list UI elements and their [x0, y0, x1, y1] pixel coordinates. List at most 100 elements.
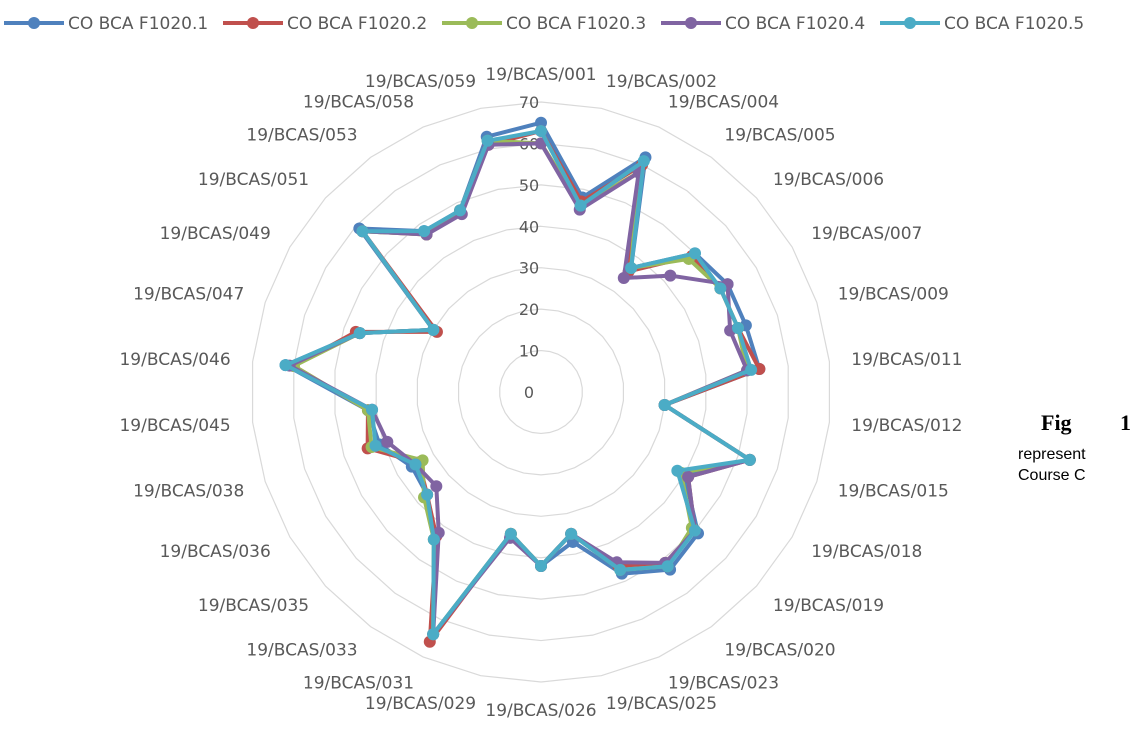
data-point: [658, 398, 671, 411]
data-point: [688, 524, 701, 537]
category-label: 19/BCAS/001: [485, 65, 596, 85]
data-point: [353, 327, 366, 340]
legend-entry: CO BCA F1020.3: [442, 14, 646, 34]
grid-ring-10: [499, 349, 583, 435]
legend: CO BCA F1020.1 CO BCA F1020.2 CO BCA F1020…: [4, 14, 1084, 34]
grid-ring-70: [251, 101, 831, 683]
category-label: 19/BCAS/047: [133, 285, 244, 305]
data-point: [421, 488, 434, 501]
data-point: [617, 272, 630, 285]
series-line: [291, 138, 752, 637]
series-line: [283, 120, 762, 637]
data-point: [369, 439, 382, 452]
category-label: 19/BCAS/051: [198, 170, 309, 190]
legend-swatch-marker: [685, 17, 697, 29]
legend-swatch-marker: [28, 17, 40, 29]
category-label: 19/BCAS/029: [365, 694, 476, 714]
data-point: [574, 199, 587, 212]
data-point: [427, 533, 440, 546]
figure-caption-prefix: Fig: [1041, 410, 1072, 435]
legend-swatch-marker: [904, 17, 916, 29]
series-3: [287, 134, 756, 641]
data-point: [614, 563, 627, 576]
data-point: [454, 204, 467, 217]
data-point: [427, 323, 440, 336]
category-label: 19/BCAS/059: [365, 72, 476, 92]
data-point: [625, 261, 638, 274]
grid-ring-40: [375, 225, 707, 559]
legend-label: CO BCA F1020.3: [506, 14, 646, 34]
data-point: [535, 125, 547, 137]
data-point: [481, 134, 494, 147]
data-point: [535, 116, 547, 129]
category-label: 19/BCAS/012: [851, 416, 962, 436]
data-point: [381, 435, 394, 448]
data-point: [637, 155, 650, 168]
legend-entry: CO BCA F1020.1: [4, 14, 208, 34]
data-point: [565, 527, 578, 540]
figure-caption-number: 1: [1120, 410, 1130, 435]
category-label: 19/BCAS/004: [668, 93, 779, 113]
category-label: 19/BCAS/058: [303, 93, 414, 113]
category-label: 19/BCAS/002: [606, 72, 717, 92]
legend-swatch-marker: [466, 17, 478, 29]
data-point: [279, 359, 292, 372]
data-point: [418, 225, 431, 238]
data-point: [366, 403, 379, 416]
data-point: [743, 453, 756, 466]
data-point: [664, 269, 677, 282]
data-point: [732, 321, 744, 334]
data-point: [535, 560, 547, 572]
category-label: 19/BCAS/053: [246, 126, 357, 146]
data-point: [430, 480, 443, 493]
grid-ring-60: [293, 142, 789, 642]
data-point: [745, 363, 758, 376]
category-label: 19/BCAS/005: [724, 126, 835, 146]
legend-label: CO BCA F1020.5: [944, 14, 1084, 34]
r-tick-label: 30: [519, 259, 539, 278]
data-point: [504, 527, 517, 540]
category-label: 19/BCAS/049: [160, 224, 271, 244]
series-layer: [279, 116, 766, 648]
category-label: 19/BCAS/018: [811, 542, 922, 562]
r-tick-label: 70: [519, 93, 539, 112]
category-label: 19/BCAS/020: [724, 640, 835, 660]
category-label: 19/BCAS/046: [119, 350, 230, 370]
r-tick-label: 50: [519, 176, 539, 195]
category-label: 19/BCAS/019: [773, 596, 884, 616]
category-label: 19/BCAS/036: [160, 542, 271, 562]
category-label: 19/BCAS/026: [485, 701, 596, 721]
legend-entry: CO BCA F1020.5: [880, 14, 1084, 34]
figure-caption-line-2: Course C: [1018, 467, 1086, 484]
data-point: [714, 282, 727, 295]
category-label: 19/BCAS/023: [668, 674, 779, 694]
r-tick-label: 40: [519, 217, 539, 236]
category-label: 19/BCAS/011: [851, 350, 962, 370]
series-4: [283, 137, 756, 641]
category-label: 19/BCAS/006: [773, 170, 884, 190]
legend-label: CO BCA F1020.1: [68, 14, 208, 34]
category-label: 19/BCAS/035: [198, 596, 309, 616]
r-tick-label: 10: [519, 342, 539, 361]
data-point: [671, 464, 684, 477]
category-label: 19/BCAS/025: [606, 694, 717, 714]
category-label: 19/BCAS/009: [838, 285, 949, 305]
grid-ring-20: [458, 308, 625, 476]
category-label: 19/BCAS/038: [133, 481, 244, 501]
r-tick-label: 0: [524, 383, 534, 402]
data-point: [682, 470, 695, 483]
legend-swatch-marker: [247, 17, 259, 29]
figure-caption-line-1: represent: [1018, 446, 1086, 463]
legend-entry: CO BCA F1020.2: [223, 14, 427, 34]
data-point: [409, 458, 422, 471]
category-label: 19/BCAS/033: [246, 640, 357, 660]
legend-label: CO BCA F1020.4: [725, 14, 865, 34]
category-label: 19/BCAS/015: [838, 481, 949, 501]
data-point: [356, 225, 369, 238]
category-label: 19/BCAS/007: [811, 224, 922, 244]
data-point: [427, 628, 440, 641]
legend-entry: CO BCA F1020.4: [661, 14, 865, 34]
